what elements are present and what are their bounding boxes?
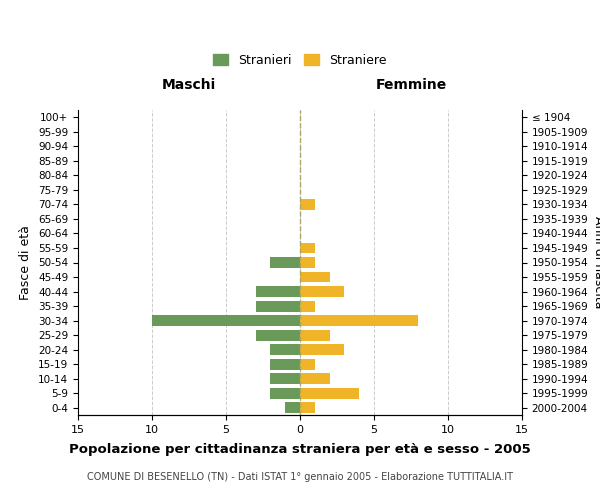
Bar xyxy=(300,272,329,282)
Bar xyxy=(256,330,300,340)
Text: Popolazione per cittadinanza straniera per età e sesso - 2005: Popolazione per cittadinanza straniera p… xyxy=(69,442,531,456)
Bar xyxy=(300,242,315,254)
Bar xyxy=(271,257,300,268)
Text: COMUNE DI BESENELLO (TN) - Dati ISTAT 1° gennaio 2005 - Elaborazione TUTTITALIA.: COMUNE DI BESENELLO (TN) - Dati ISTAT 1°… xyxy=(87,472,513,482)
Bar xyxy=(300,315,418,326)
Bar xyxy=(300,286,344,297)
Bar xyxy=(271,373,300,384)
Bar xyxy=(300,388,359,398)
Bar xyxy=(300,300,315,312)
Bar xyxy=(256,286,300,297)
Bar xyxy=(300,373,329,384)
Y-axis label: Fasce di età: Fasce di età xyxy=(19,225,32,300)
Bar xyxy=(300,358,315,370)
Bar xyxy=(271,358,300,370)
Bar xyxy=(300,344,344,355)
Bar xyxy=(256,300,300,312)
Bar xyxy=(271,388,300,398)
Bar xyxy=(152,315,300,326)
Y-axis label: Anni di nascita: Anni di nascita xyxy=(592,216,600,308)
Bar xyxy=(285,402,300,413)
Bar xyxy=(300,402,315,413)
Text: Femmine: Femmine xyxy=(376,78,446,92)
Bar xyxy=(300,257,315,268)
Legend: Stranieri, Straniere: Stranieri, Straniere xyxy=(208,49,392,72)
Bar xyxy=(300,330,329,340)
Bar xyxy=(271,344,300,355)
Bar xyxy=(300,199,315,210)
Text: Maschi: Maschi xyxy=(162,78,216,92)
